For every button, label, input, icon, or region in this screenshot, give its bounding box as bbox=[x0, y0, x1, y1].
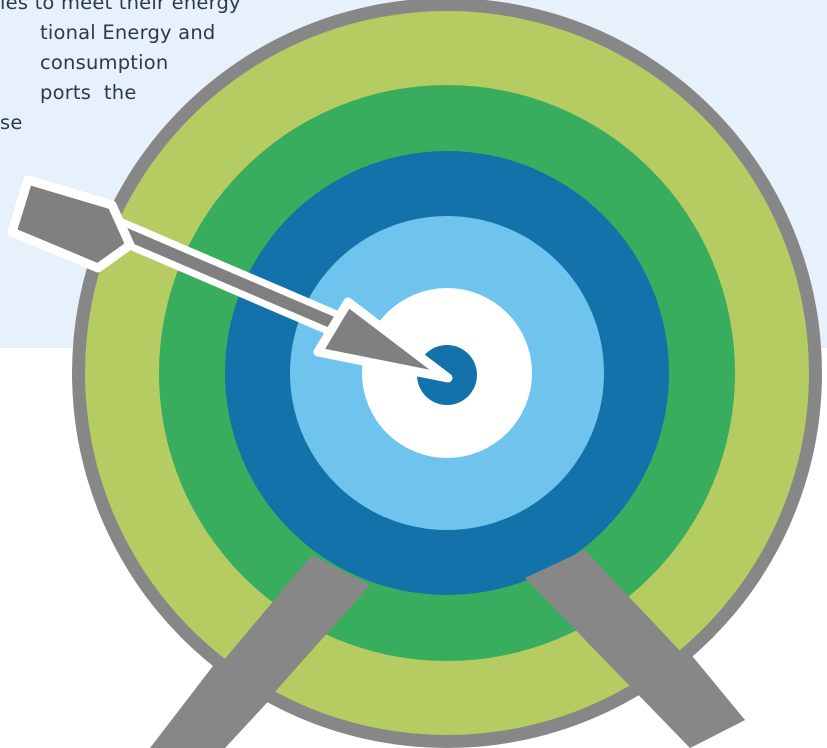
intro-line-3: consumption bbox=[40, 51, 169, 74]
stand-leg-left-front bbox=[150, 555, 370, 748]
arrow bbox=[7, 175, 453, 383]
arrow-tail bbox=[7, 175, 135, 273]
arrow-head bbox=[313, 297, 453, 383]
intro-line-2: tional Energy and bbox=[40, 21, 216, 44]
intro-line-1: ies to meet their energy bbox=[0, 0, 241, 14]
intro-line-4: ports the bbox=[40, 81, 137, 104]
intro-line-5: se bbox=[0, 111, 23, 134]
stand-leg-right-front bbox=[525, 550, 745, 748]
intro-paragraph: ies to meet their energy tional Energy a… bbox=[0, 0, 420, 138]
